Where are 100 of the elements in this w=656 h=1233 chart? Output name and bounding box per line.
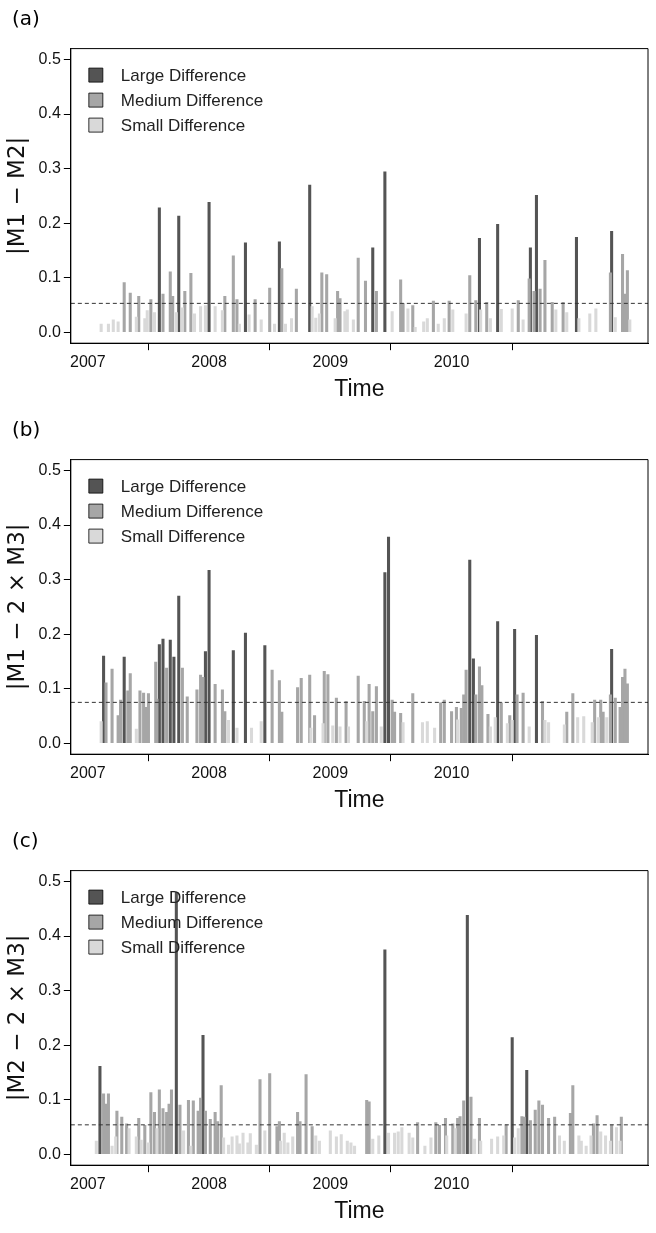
bar — [431, 300, 435, 333]
bar — [356, 675, 360, 744]
bar — [554, 309, 558, 333]
bar — [499, 702, 503, 744]
x-tick-label: 2008 — [191, 764, 227, 782]
bar — [128, 673, 132, 744]
bar — [547, 722, 551, 744]
bar — [374, 686, 378, 744]
bar — [442, 699, 446, 744]
bar — [338, 726, 342, 744]
bar — [499, 309, 503, 333]
bar — [374, 291, 378, 333]
bar — [588, 313, 592, 333]
bar — [178, 1104, 182, 1155]
bar — [182, 1130, 186, 1155]
bar — [451, 309, 455, 333]
bar — [273, 323, 277, 333]
legend-label: Large Difference — [120, 476, 247, 496]
y-tick-label: 0.3 — [38, 159, 61, 177]
bar — [496, 621, 500, 744]
bar — [328, 1130, 332, 1155]
x-axis-title: Time — [334, 374, 385, 401]
bar — [309, 727, 313, 744]
bar — [386, 1132, 391, 1155]
bar — [134, 316, 138, 333]
bar — [152, 312, 157, 333]
bar — [386, 536, 391, 744]
bar — [98, 1066, 102, 1155]
bar — [577, 1135, 581, 1155]
bar — [259, 721, 263, 744]
bar — [168, 639, 172, 744]
bar — [291, 1136, 295, 1155]
bar — [110, 668, 114, 744]
bar — [339, 1134, 343, 1155]
bar — [553, 1116, 557, 1155]
bar — [574, 237, 578, 333]
bar — [496, 1136, 500, 1155]
bar — [189, 1145, 193, 1155]
bar — [231, 650, 235, 744]
bar — [371, 247, 375, 333]
bar — [605, 717, 609, 744]
bar — [590, 722, 594, 744]
bar — [199, 1097, 203, 1155]
bar — [473, 1138, 477, 1155]
bar — [401, 722, 405, 744]
bar — [527, 726, 531, 744]
x-tick-label: 2009 — [312, 1175, 349, 1193]
bar — [450, 711, 454, 744]
bar — [122, 656, 126, 744]
bar — [521, 692, 525, 744]
bar — [423, 1145, 427, 1155]
bar — [474, 300, 478, 333]
x-tick-label: 2009 — [312, 764, 349, 782]
bar — [516, 300, 520, 333]
bar — [399, 279, 403, 333]
bar — [625, 270, 629, 333]
bar — [314, 1135, 318, 1155]
bar — [241, 1132, 245, 1155]
bar — [439, 702, 443, 744]
bar — [235, 727, 239, 744]
bar — [120, 1116, 124, 1155]
bar — [379, 726, 383, 744]
bar — [243, 632, 247, 744]
bar — [199, 306, 203, 333]
bar — [464, 669, 468, 744]
bar — [263, 645, 267, 744]
bar — [434, 1122, 438, 1155]
bar — [613, 317, 617, 333]
bar — [416, 1122, 420, 1155]
y-tick-label: 0.2 — [38, 1035, 61, 1053]
bar — [425, 721, 429, 744]
bar — [208, 1119, 212, 1155]
bar — [270, 669, 274, 744]
y-tick-label: 0.2 — [38, 624, 61, 642]
y-tick-label: 0.1 — [38, 1090, 61, 1108]
x-axis-title: Time — [334, 785, 385, 812]
bar — [363, 280, 368, 333]
bar — [400, 1127, 404, 1155]
bar — [557, 1135, 562, 1155]
y-tick-label: 0.4 — [38, 104, 61, 122]
bar — [562, 1140, 566, 1155]
bar — [213, 306, 217, 333]
bar — [149, 299, 153, 333]
bar — [259, 319, 263, 333]
bar — [561, 301, 565, 333]
y-tick-label: 0.5 — [38, 49, 61, 67]
bar — [203, 1110, 207, 1155]
bar — [99, 721, 103, 744]
legend-label: Small Difference — [120, 526, 246, 546]
bar — [145, 310, 149, 333]
bar — [125, 1123, 129, 1155]
bar — [114, 1136, 118, 1155]
bar — [411, 305, 415, 333]
chart-title: (a) — [11, 5, 41, 32]
bar — [429, 1137, 433, 1155]
bar — [99, 323, 103, 333]
x-tick-label: 2010 — [433, 353, 470, 371]
bar — [258, 1079, 262, 1155]
bar — [161, 293, 165, 333]
bar — [488, 318, 492, 333]
